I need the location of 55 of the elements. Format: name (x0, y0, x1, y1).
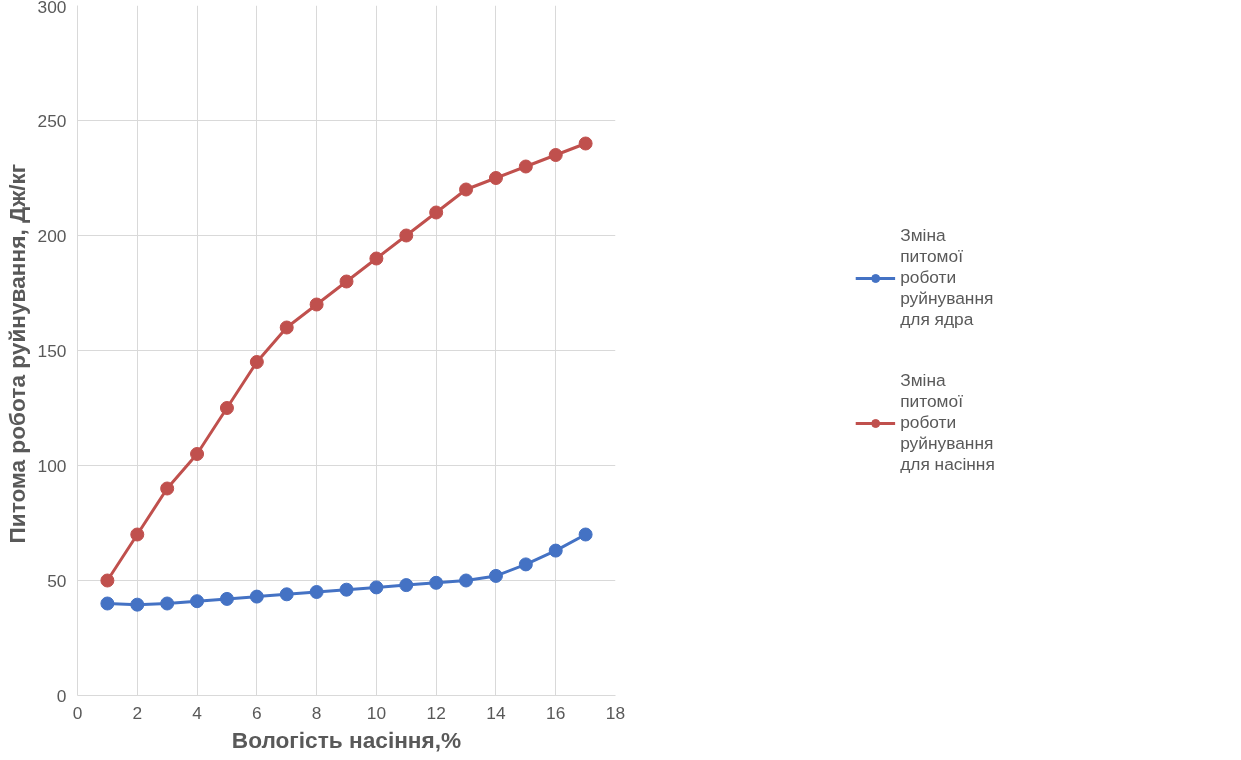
point (339, 582, 354, 597)
x-tick-label: 6 (252, 702, 262, 723)
point (190, 447, 205, 461)
legend-label: Зміна питомої роботи руйнування для насіння (900, 370, 995, 475)
point (369, 251, 384, 266)
x-tick-label: 12 (426, 702, 446, 723)
point (548, 543, 563, 558)
point (100, 573, 115, 588)
point (219, 401, 234, 415)
point (369, 580, 384, 595)
point (160, 481, 175, 496)
x-tick-label: 0 (72, 702, 83, 723)
point (399, 578, 414, 593)
y-tick-label: 250 (37, 110, 67, 131)
point (488, 171, 503, 185)
y-tick-label: 150 (37, 340, 67, 361)
point (578, 136, 593, 151)
point (279, 587, 294, 602)
x-tick-label: 14 (486, 702, 506, 723)
x-axis-title: Вологість насіння,% (231, 726, 462, 753)
point (578, 527, 593, 542)
point (429, 205, 444, 220)
point (459, 182, 474, 197)
point (249, 355, 264, 369)
point (309, 585, 324, 599)
y-axis-title: Питома робота руйнування, Дж/кг (3, 163, 30, 544)
point (219, 591, 234, 606)
point (518, 557, 533, 572)
x-tick-label: 18 (605, 702, 626, 723)
point (190, 594, 205, 609)
point (459, 573, 474, 588)
point (309, 297, 324, 312)
x-tick-label: 8 (311, 702, 322, 723)
y-tick-label: 0 (56, 685, 67, 706)
point (279, 320, 294, 335)
y-tick-label: 100 (37, 455, 67, 476)
point (130, 527, 145, 542)
point (130, 597, 145, 612)
x-tick-label: 16 (546, 702, 566, 723)
point (160, 596, 175, 611)
y-tick-label: 300 (37, 0, 67, 17)
point (548, 148, 563, 162)
x-tick-label: 4 (192, 702, 203, 723)
y-tick-label: 200 (37, 225, 67, 246)
point (249, 589, 264, 604)
point (429, 575, 444, 590)
x-tick-label: 2 (132, 702, 143, 723)
point (100, 596, 115, 611)
point (399, 228, 414, 243)
point (488, 568, 503, 583)
x-tick-label: 10 (366, 702, 387, 723)
y-tick-label: 50 (47, 570, 67, 591)
legend-label: Зміна питомої роботи руйнування для ядра (900, 225, 994, 330)
point (339, 274, 354, 289)
point (518, 159, 533, 174)
